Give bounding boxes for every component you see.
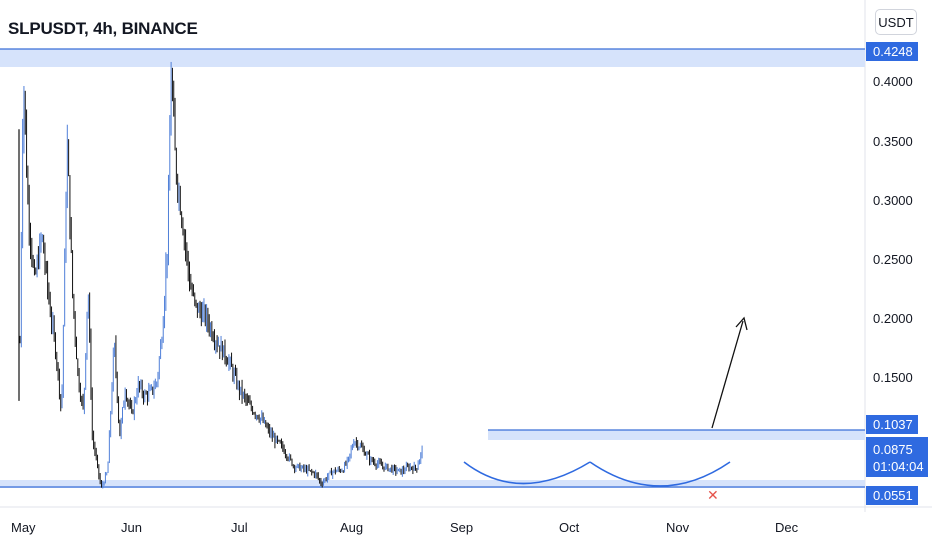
chart-symbol-title: SLPUSDT, 4h, BINANCE (8, 19, 198, 38)
bottom-arc-left (463, 461, 591, 485)
price-series (18, 61, 423, 489)
x-tick-label: Oct (559, 520, 580, 535)
invalidation-x-icon: ✕ (707, 487, 719, 503)
x-tick-label: Sep (450, 520, 473, 535)
resistance-label-bg (866, 415, 918, 434)
y-tick-label: 0.3500 (873, 134, 913, 149)
current-price-label-bg (866, 437, 928, 477)
x-tick-label: Aug (340, 520, 363, 535)
resistance-label: 0.1037 (873, 417, 913, 432)
y-tick-label: 0.1500 (873, 370, 913, 385)
top-level-label: 0.4248 (873, 44, 913, 59)
x-tick-label: Nov (666, 520, 690, 535)
y-tick-label: 0.4000 (873, 74, 913, 89)
target-arrow-line (711, 320, 744, 429)
top-zone (0, 49, 865, 67)
support-label-bg (866, 486, 918, 505)
candle-countdown-label: 01:04:04 (873, 459, 924, 474)
x-tick-label: Jun (121, 520, 142, 535)
price-unit-button[interactable]: USDT (875, 9, 917, 35)
x-tick-label: May (11, 520, 36, 535)
y-tick-label: 0.3000 (873, 193, 913, 208)
resistance-zone (488, 430, 865, 440)
y-tick-label: 0.2500 (873, 252, 913, 267)
x-tick-label: Dec (775, 520, 799, 535)
y-axis: 0.4000 0.3500 0.3000 0.2500 0.2000 0.150… (873, 74, 913, 385)
bottom-arc-right (589, 461, 731, 487)
y-tick-label: 0.2000 (873, 311, 913, 326)
current-price-label: 0.0875 (873, 442, 913, 457)
x-tick-label: Jul (231, 520, 248, 535)
support-label: 0.0551 (873, 488, 913, 503)
x-axis: May Jun Jul Aug Sep Oct Nov Dec (11, 520, 799, 535)
top-level-label-bg (866, 42, 918, 61)
target-arrowhead (735, 316, 748, 331)
support-zone (0, 480, 865, 488)
